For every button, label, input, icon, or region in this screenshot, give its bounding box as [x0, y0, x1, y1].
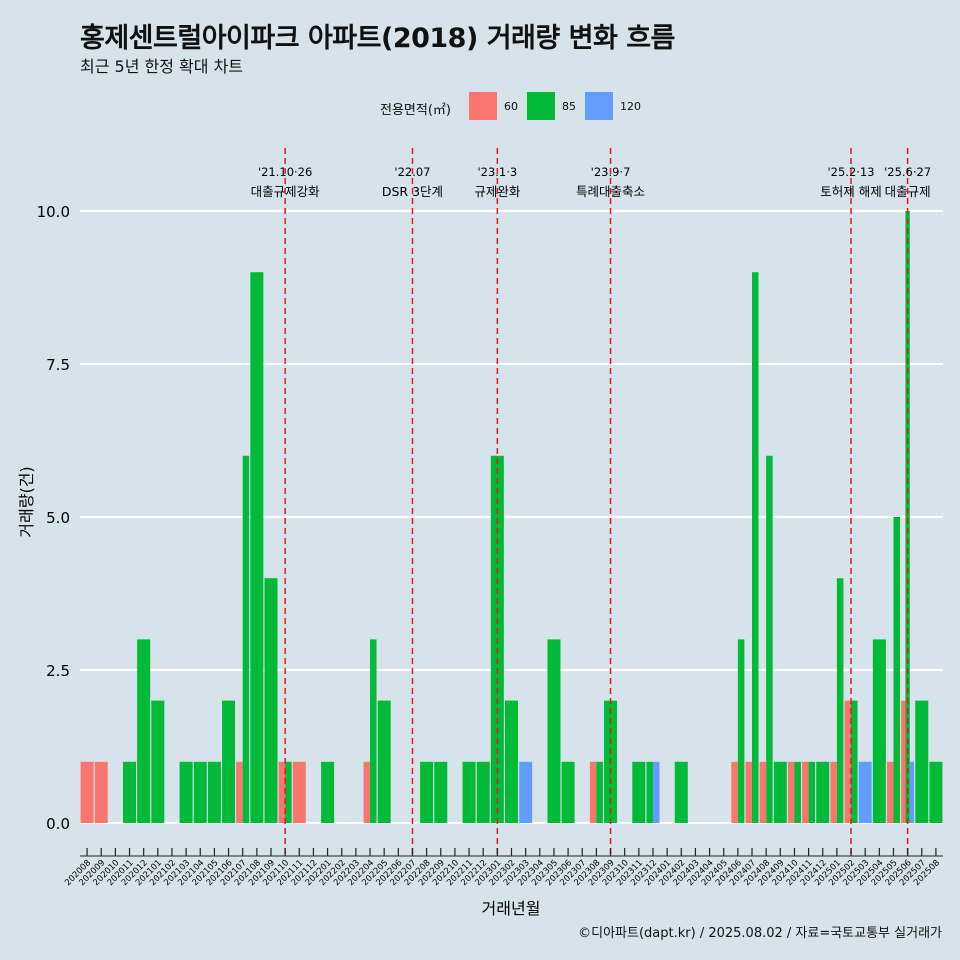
- bar-120-202312: [652, 761, 660, 823]
- bar-85-202011: [123, 761, 137, 823]
- bar-85-202211: [462, 761, 476, 823]
- event-date: '23.9·7: [591, 165, 631, 179]
- bar-85-202409: [773, 761, 787, 823]
- bar-60-202505: [886, 761, 894, 823]
- y-tick-label: 2.5: [46, 662, 70, 680]
- bar-120-202303: [519, 761, 533, 823]
- bar-85-202501: [836, 578, 844, 823]
- event-label: 토허제 해제: [820, 184, 881, 199]
- y-tick-label: 0.0: [46, 815, 70, 833]
- bar-60-202308: [589, 761, 597, 823]
- bar-85-202504: [872, 639, 886, 823]
- legend-swatch-60: [469, 92, 497, 120]
- bar-85-202412: [816, 761, 830, 823]
- bar-85-202205: [377, 700, 391, 823]
- y-tick-label: 5.0: [46, 509, 70, 527]
- bar-60-202408: [759, 761, 767, 823]
- y-tick-label: 10.0: [37, 203, 70, 221]
- chart-subtitle: 최근 5년 한정 확대 차트: [80, 57, 244, 76]
- bar-60-202501: [830, 761, 837, 823]
- event-date: '25.2·13: [828, 165, 875, 179]
- bars: [80, 211, 943, 823]
- bar-85-202502: [851, 700, 858, 823]
- bar-85-202212: [476, 761, 490, 823]
- bar-60-202407: [745, 761, 753, 823]
- bar-85-202505: [893, 517, 900, 823]
- bar-85-202506: [905, 211, 910, 823]
- x-axis-label: 거래년월: [482, 899, 541, 918]
- bar-85-202410: [794, 761, 801, 823]
- legend-label-120: 120: [620, 100, 641, 113]
- bar-85-202406: [737, 639, 745, 823]
- bar-60-202502: [844, 700, 852, 823]
- legend-label-60: 60: [504, 100, 518, 113]
- event-label: 특례대출축소: [576, 184, 645, 199]
- bar-60-202110: [278, 761, 286, 823]
- bar-85-202507: [915, 700, 929, 823]
- bar-85-202408: [766, 455, 773, 823]
- source-caption: ©디아파트(dapt.kr) / 2025.08.02 / 자료=국토교통부 실…: [578, 926, 942, 941]
- bar-85-202508: [929, 761, 943, 823]
- bar-85-202106: [222, 700, 236, 823]
- bar-85-202204: [370, 639, 377, 823]
- bar-85-202201: [321, 761, 335, 823]
- y-axis: 0.0 2.5 5.0 7.5 10.0: [37, 203, 70, 833]
- bar-85-202308: [596, 761, 603, 823]
- bar-60-202506: [901, 700, 906, 823]
- y-axis-label: 거래량(건): [17, 466, 36, 537]
- bar-85-202110: [285, 761, 292, 823]
- bar-60-202411: [802, 761, 809, 823]
- legend-swatch-85: [527, 92, 555, 120]
- event-label: 대출규제: [885, 184, 931, 199]
- event-markers: '21.10·26 대출규제강화 '22.07 DSR 3단계 '23.1·3 규제완화 '…: [251, 148, 931, 856]
- bar-85-202101: [151, 700, 165, 823]
- bar-85-202209: [434, 761, 448, 823]
- bar-85-202208: [420, 761, 434, 823]
- bar-120-202503: [858, 761, 872, 823]
- bar-60-202111: [292, 761, 306, 823]
- chart-title: 홍제센트럴아이파크 아파트(2018) 거래량 변화 흐름: [80, 23, 675, 54]
- y-tick-label: 7.5: [46, 356, 70, 374]
- bar-85-202103: [179, 761, 193, 823]
- bar-85-202411: [808, 761, 816, 823]
- bar-120-202506: [909, 761, 915, 823]
- bar-85-202302: [504, 700, 519, 823]
- bar-85-202104: [193, 761, 207, 823]
- bar-85-202306: [561, 761, 575, 823]
- event-label: 규제완화: [474, 184, 521, 199]
- event-date: '21.10·26: [258, 165, 312, 179]
- event-date: '25.6·27: [884, 165, 931, 179]
- bar-85-202107: [242, 455, 250, 823]
- bar-85-202108: [250, 272, 264, 823]
- legend-swatch-120: [585, 92, 613, 120]
- event-label: 대출규제강화: [251, 184, 321, 199]
- bar-85-202012: [137, 639, 151, 823]
- bar-85-202407: [752, 272, 759, 823]
- bar-85-202305: [547, 639, 561, 823]
- bar-85-202402: [674, 761, 688, 823]
- event-date: '23.1·3: [477, 165, 517, 179]
- event-date: '22.07: [394, 165, 430, 179]
- bar-60-202107: [236, 761, 243, 823]
- bar-85-202311: [632, 761, 646, 823]
- bar-60-202410: [787, 761, 795, 823]
- legend-title: 전용면적(㎡): [380, 103, 451, 118]
- legend: 전용면적(㎡) 60 85 120: [0, 92, 960, 122]
- bar-60-202204: [363, 761, 371, 823]
- legend-label-85: 85: [562, 100, 576, 113]
- event-label: DSR 3단계: [382, 184, 443, 199]
- bar-60-202008: [80, 761, 94, 823]
- bar-60-202009: [94, 761, 108, 823]
- bar-60-202406: [731, 761, 738, 823]
- bar-85-202312: [646, 761, 653, 823]
- bar-85-202105: [207, 761, 221, 823]
- x-axis: 2020082020092020102020112020122021012021…: [63, 848, 943, 888]
- bar-85-202109: [264, 578, 278, 823]
